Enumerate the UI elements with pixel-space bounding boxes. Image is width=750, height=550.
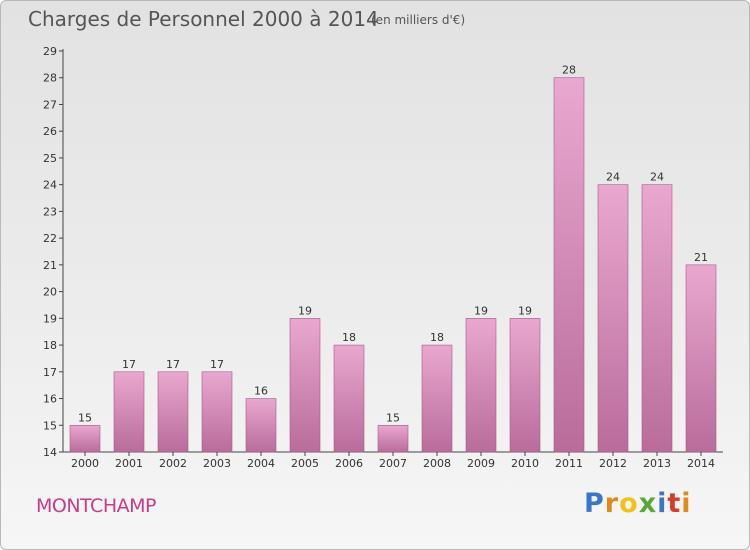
y-tick-label: 25 [43, 152, 57, 165]
x-tick-label: 2014 [687, 457, 715, 470]
bar [113, 371, 145, 453]
x-tick-label: 2010 [511, 457, 539, 470]
chart-title: Charges de Personnel 2000 à 2014 [28, 7, 379, 31]
bar-value-label: 19 [518, 304, 532, 317]
bar-value-label: 21 [694, 251, 708, 264]
bar-value-label: 15 [386, 411, 400, 424]
x-tick-label: 2006 [335, 457, 363, 470]
y-tick-label: 24 [43, 179, 57, 192]
bar-value-label: 19 [298, 304, 312, 317]
bar-value-label: 17 [210, 358, 224, 371]
x-tick-label: 2012 [599, 457, 627, 470]
x-tick-label: 2007 [379, 457, 407, 470]
y-tick-label: 19 [43, 312, 57, 325]
bar [157, 371, 189, 453]
x-tick-label: 2004 [247, 457, 275, 470]
x-tick-label: 2009 [467, 457, 495, 470]
bar [69, 424, 101, 453]
bar-value-label: 24 [606, 171, 620, 184]
bar [465, 318, 497, 453]
bar-value-label: 17 [166, 358, 180, 371]
bar-value-label: 18 [342, 331, 356, 344]
bar-value-label: 17 [122, 358, 136, 371]
x-tick-label: 2003 [203, 457, 231, 470]
x-tick-label: 2005 [291, 457, 319, 470]
bar [553, 77, 585, 453]
bar-value-label: 15 [78, 411, 92, 424]
y-tick-label: 21 [43, 259, 57, 272]
y-tick-label: 17 [43, 366, 57, 379]
bar [377, 424, 409, 453]
y-tick-label: 29 [43, 45, 57, 58]
chart-subtitle: (en milliers d'€) [371, 13, 466, 27]
commune-name: MONTCHAMP [36, 495, 156, 517]
bar [421, 344, 453, 453]
x-tick-label: 2011 [555, 457, 583, 470]
y-tick-label: 16 [43, 393, 57, 406]
y-tick-label: 28 [43, 72, 57, 85]
bar [245, 398, 277, 453]
y-tick-label: 20 [43, 286, 57, 299]
bar [289, 318, 321, 453]
bar [641, 184, 673, 453]
bar-value-label: 19 [474, 304, 488, 317]
bar-value-label: 16 [254, 385, 268, 398]
bar-value-label: 24 [650, 171, 664, 184]
y-tick-label: 18 [43, 339, 57, 352]
y-tick-label: 22 [43, 232, 57, 245]
proxiti-logo: Proxiti [584, 488, 692, 519]
x-tick-label: 2000 [71, 457, 99, 470]
bar-value-label: 18 [430, 331, 444, 344]
bar [201, 371, 233, 453]
x-tick-label: 2013 [643, 457, 671, 470]
bar [597, 184, 629, 453]
x-tick-label: 2001 [115, 457, 143, 470]
bar-value-label: 28 [562, 64, 576, 77]
y-tick-label: 23 [43, 205, 57, 218]
y-tick-label: 14 [43, 446, 57, 459]
bar [685, 264, 717, 453]
y-tick-label: 27 [43, 98, 57, 111]
bar [333, 344, 365, 453]
y-tick-label: 26 [43, 125, 57, 138]
x-tick-label: 2002 [159, 457, 187, 470]
bar [509, 318, 541, 453]
x-tick-label: 2008 [423, 457, 451, 470]
y-tick-label: 15 [43, 419, 57, 432]
